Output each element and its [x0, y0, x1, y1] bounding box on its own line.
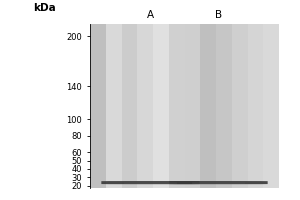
Bar — [248, 24, 263, 188]
FancyBboxPatch shape — [192, 183, 245, 184]
Bar — [106, 24, 122, 188]
Text: B: B — [215, 10, 222, 20]
Text: kDa: kDa — [33, 3, 56, 13]
Bar — [90, 24, 106, 188]
Bar — [263, 24, 279, 188]
Text: A: A — [147, 10, 154, 20]
Bar — [153, 24, 169, 188]
Bar — [169, 24, 184, 188]
Bar — [122, 24, 137, 188]
Bar — [216, 24, 232, 188]
FancyBboxPatch shape — [124, 183, 177, 184]
Bar — [232, 24, 248, 188]
FancyBboxPatch shape — [169, 181, 268, 184]
Bar — [200, 24, 216, 188]
Bar — [137, 24, 153, 188]
FancyBboxPatch shape — [101, 181, 200, 184]
Bar — [184, 24, 200, 188]
